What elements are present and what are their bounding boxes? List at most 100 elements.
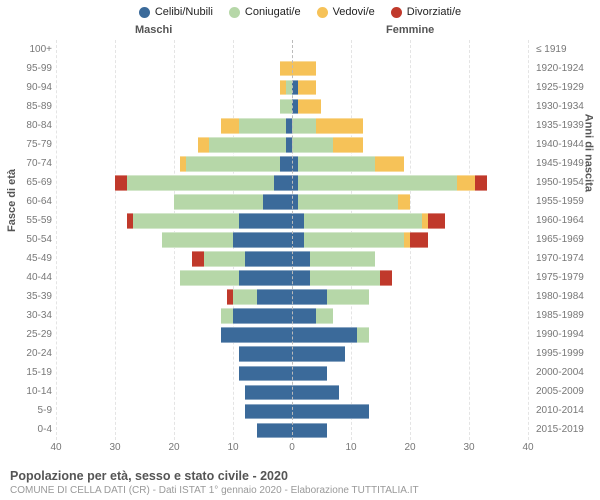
female-bar — [292, 423, 327, 439]
segment-con — [304, 213, 422, 229]
female-bar — [292, 289, 369, 305]
segment-con — [133, 213, 239, 229]
segment-con — [298, 175, 457, 191]
segment-div — [428, 213, 446, 229]
legend-label: Celibi/Nubili — [155, 6, 213, 18]
x-tick: 10 — [345, 442, 356, 453]
female-bar — [292, 404, 369, 420]
male-bar — [280, 80, 292, 96]
segment-cel — [245, 385, 292, 401]
y-left-labels: 100+95-9990-9485-8980-8475-7970-7465-696… — [0, 40, 52, 440]
segment-con — [174, 194, 263, 210]
segment-cel — [245, 404, 292, 420]
age-label: 20-24 — [0, 349, 52, 359]
female-bar — [292, 156, 404, 172]
segment-div — [380, 270, 392, 286]
segment-cel — [280, 156, 292, 172]
female-bar — [292, 213, 445, 229]
x-tick: 40 — [50, 442, 61, 453]
female-bar — [292, 175, 487, 191]
segment-cel — [233, 232, 292, 248]
y-left-axis-title: Fasce di età — [6, 169, 18, 232]
x-tick: 20 — [168, 442, 179, 453]
birth-year-label: 1955-1959 — [536, 197, 600, 207]
male-bar — [221, 118, 292, 134]
gridline — [528, 40, 529, 440]
male-bar — [280, 99, 292, 115]
segment-ved — [280, 61, 292, 77]
segment-cel — [292, 289, 327, 305]
female-bar — [292, 61, 316, 77]
male-bar — [227, 289, 292, 305]
legend-item: Divorziati/e — [391, 6, 461, 18]
segment-cel — [257, 423, 292, 439]
segment-con — [180, 270, 239, 286]
female-bar — [292, 308, 333, 324]
segment-con — [162, 232, 233, 248]
segment-ved — [398, 194, 410, 210]
segment-cel — [239, 213, 292, 229]
segment-ved — [221, 118, 239, 134]
female-bar — [292, 270, 392, 286]
segment-con — [357, 327, 369, 343]
segment-cel — [274, 175, 292, 191]
female-bar — [292, 118, 363, 134]
age-label: 30-34 — [0, 311, 52, 321]
birth-year-label: 2000-2004 — [536, 368, 600, 378]
segment-cel — [292, 327, 357, 343]
segment-con — [292, 118, 316, 134]
male-bar — [221, 327, 292, 343]
segment-con — [221, 308, 233, 324]
female-bar — [292, 137, 363, 153]
segment-ved — [198, 137, 210, 153]
segment-con — [292, 137, 333, 153]
male-bar — [180, 270, 292, 286]
female-label: Femmine — [386, 24, 434, 36]
segment-cel — [292, 270, 310, 286]
birth-year-label: ≤ 1919 — [536, 45, 600, 55]
segment-con — [304, 232, 404, 248]
female-bar — [292, 366, 327, 382]
segment-cel — [263, 194, 293, 210]
segment-cel — [233, 308, 292, 324]
segment-con — [316, 308, 334, 324]
segment-ved — [333, 137, 363, 153]
legend-item: Celibi/Nubili — [139, 6, 213, 18]
segment-cel — [292, 385, 339, 401]
female-bar — [292, 385, 339, 401]
segment-cel — [221, 327, 292, 343]
age-label: 50-54 — [0, 235, 52, 245]
male-bar — [198, 137, 292, 153]
segment-div — [475, 175, 487, 191]
age-label: 85-89 — [0, 102, 52, 112]
birth-year-label: 1985-1989 — [536, 311, 600, 321]
x-tick: 40 — [522, 442, 533, 453]
age-label: 95-99 — [0, 64, 52, 74]
x-tick: 30 — [463, 442, 474, 453]
segment-cel — [245, 251, 292, 267]
x-tick: 10 — [227, 442, 238, 453]
footer: Popolazione per età, sesso e stato civil… — [10, 469, 590, 496]
segment-cel — [292, 366, 327, 382]
age-label: 5-9 — [0, 406, 52, 416]
x-tick: 0 — [289, 442, 295, 453]
birth-year-label: 1995-1999 — [536, 349, 600, 359]
age-label: 0-4 — [0, 425, 52, 435]
segment-ved — [298, 80, 316, 96]
segment-ved — [298, 99, 322, 115]
segment-cel — [292, 308, 316, 324]
footer-sub: COMUNE DI CELLA DATI (CR) - Dati ISTAT 1… — [10, 485, 590, 496]
population-pyramid-chart: Celibi/NubiliConiugati/eVedovi/eDivorzia… — [0, 0, 600, 500]
female-bar — [292, 327, 369, 343]
segment-con — [209, 137, 286, 153]
segment-con — [280, 99, 292, 115]
segment-con — [204, 251, 245, 267]
legend-swatch — [229, 7, 240, 18]
male-bar — [245, 404, 292, 420]
age-label: 10-14 — [0, 387, 52, 397]
age-label: 80-84 — [0, 121, 52, 131]
female-bar — [292, 232, 428, 248]
birth-year-label: 1965-1969 — [536, 235, 600, 245]
male-bar — [115, 175, 292, 191]
male-bar — [239, 366, 292, 382]
